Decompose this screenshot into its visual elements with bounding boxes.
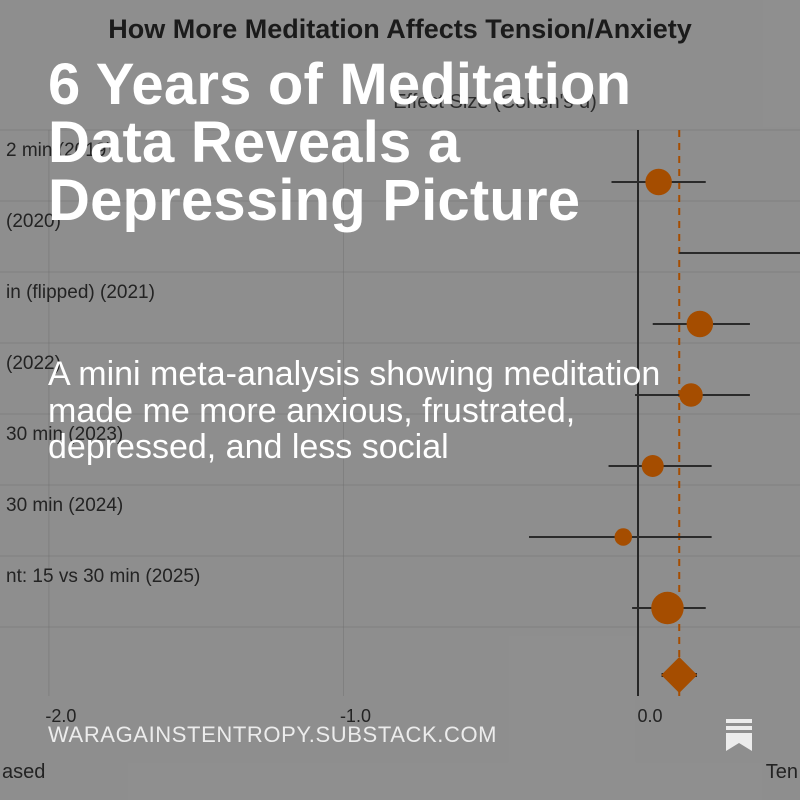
study-label: nt: 15 vs 30 min (2025) [6, 566, 200, 587]
tick-label: -2.0 [45, 706, 76, 726]
x-axis-label: Effect Size (Cohen's d) [393, 91, 597, 113]
axis-end-label-left: ased [2, 761, 45, 783]
chart-title: How More Meditation Affects Tension/Anxi… [108, 14, 692, 44]
chart-marks: 2 min (2019) (2020) in (flipped) (2021) (20… [2, 140, 800, 783]
effect-point [651, 591, 684, 625]
study-label: (2022) [6, 353, 61, 374]
site-url[interactable]: WARAGAINSTENTROPY.SUBSTACK.COM [48, 722, 498, 747]
headline: 6 Years of Meditation Data Reveals a Dep… [48, 52, 632, 233]
pooled-diamond [661, 657, 698, 693]
study-label: 2 min (2019) [6, 140, 113, 161]
effect-point [641, 455, 664, 477]
bookmark-icon[interactable] [724, 718, 754, 752]
effect-point [645, 168, 672, 196]
study-label: 30 min (2024) [6, 495, 123, 516]
tick-label: -1.0 [340, 706, 371, 726]
effect-point [679, 383, 703, 407]
subheadline: A mini meta-analysis showing meditation … [48, 355, 661, 467]
tick-label: 0.0 [637, 706, 662, 726]
study-label: (2020) [6, 211, 61, 232]
effect-point [686, 310, 714, 338]
study-label: 30 min (2023) [6, 424, 123, 445]
study-label: in (flipped) (2021) [6, 282, 155, 303]
axis-end-label-right: Ten [766, 761, 798, 783]
effect-point [614, 528, 633, 546]
